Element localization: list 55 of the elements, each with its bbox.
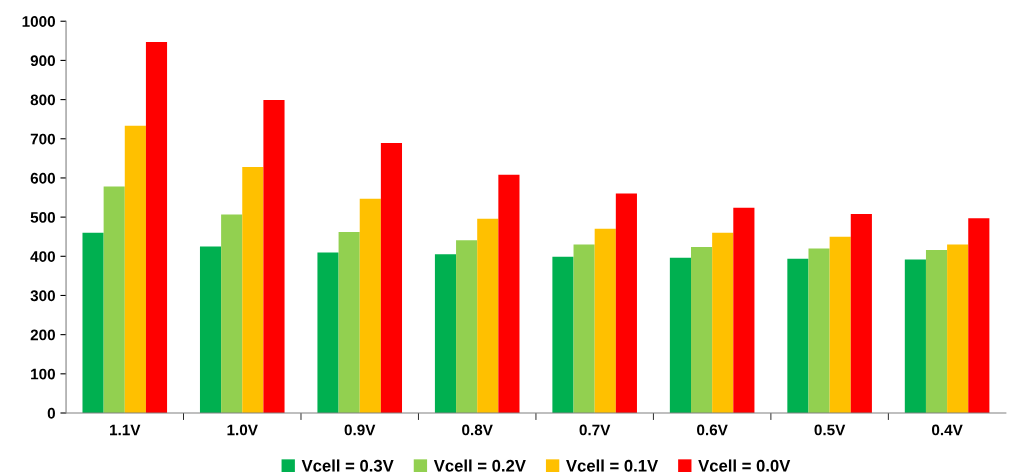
legend-label: Vcell = 0.3V [301, 459, 394, 472]
bar [380, 143, 403, 413]
legend-label: Vcell = 0.2V [433, 459, 526, 472]
y-tick-label: 600 [30, 172, 55, 184]
y-tick-label: 200 [30, 329, 55, 341]
bar [594, 228, 616, 413]
bar [434, 254, 457, 413]
x-tick-label: 1.1V [110, 424, 141, 436]
bar [456, 240, 478, 413]
bar [242, 166, 264, 413]
bar [221, 214, 243, 413]
bar [850, 213, 872, 413]
x-tick-label: 0.9V [344, 424, 376, 436]
bar [338, 232, 360, 413]
y-tick-label: 400 [30, 251, 55, 262]
bar [808, 248, 830, 413]
bar [199, 246, 222, 413]
bar [968, 218, 990, 413]
bar [787, 258, 809, 413]
bar [103, 186, 125, 413]
bar [829, 236, 851, 413]
y-tick-label: 0 [47, 407, 55, 419]
y-tick-label: 900 [30, 55, 55, 67]
bar [317, 252, 339, 413]
bar [359, 198, 381, 413]
y-tick-label: 700 [30, 133, 55, 145]
bar [669, 257, 692, 413]
y-tick-label: 800 [30, 94, 55, 106]
legend-label: Vcell = 0.1V [566, 459, 659, 472]
x-tick-label: 1.0V [227, 424, 258, 436]
bar [925, 250, 948, 413]
bar [615, 193, 637, 413]
y-tick-label: 1000 [22, 16, 55, 27]
bar [477, 218, 499, 413]
bar [263, 99, 285, 413]
bar [947, 244, 969, 413]
bar [573, 244, 595, 413]
bar [82, 232, 104, 413]
bar [124, 125, 146, 413]
bar [552, 256, 574, 413]
bar [498, 174, 520, 413]
bar [712, 232, 734, 413]
x-tick-label: 0.7V [579, 424, 611, 436]
y-tick-label: 500 [30, 211, 55, 223]
x-tick-label: 0.8V [462, 424, 493, 436]
bar [733, 207, 755, 413]
bar [145, 42, 168, 413]
x-tick-label: 0.4V [931, 424, 963, 436]
x-tick-label: 0.5V [814, 424, 846, 436]
y-tick-label: 100 [31, 368, 55, 380]
y-tick-label: 300 [30, 290, 55, 302]
bar [904, 259, 926, 413]
x-tick-label: 0.6V [697, 424, 728, 436]
legend-label: Vcell = 0.0V [698, 459, 791, 472]
bar [691, 246, 713, 413]
